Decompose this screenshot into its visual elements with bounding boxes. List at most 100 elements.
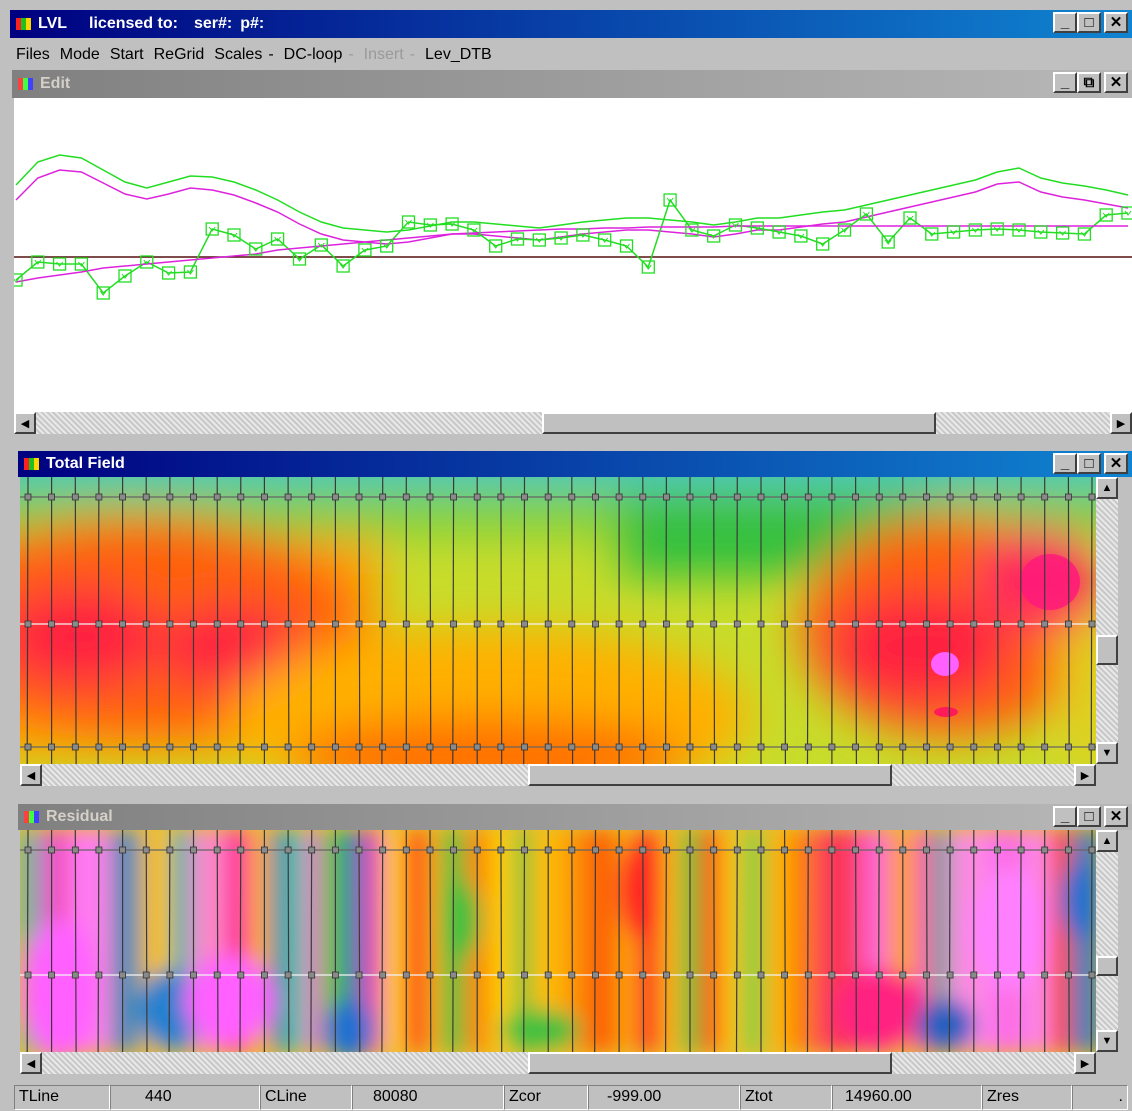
menu-lev-dtb[interactable]: Lev_DTB bbox=[425, 46, 492, 63]
tie-line-node bbox=[970, 493, 978, 501]
tie-line-node bbox=[237, 971, 245, 979]
tie-line-node bbox=[24, 743, 32, 751]
edit-window-title-bar[interactable]: Edit _ ⧉ ✕ bbox=[12, 70, 1132, 98]
p-label: p#: bbox=[240, 15, 265, 32]
tie-line-node bbox=[804, 620, 812, 628]
size-grip[interactable] bbox=[1096, 1052, 1132, 1074]
tie-line-node bbox=[48, 971, 56, 979]
tie-line-node bbox=[497, 971, 505, 979]
tie-line-node bbox=[260, 743, 268, 751]
app-close-button[interactable]: ✕ bbox=[1104, 12, 1128, 33]
data-point-tick bbox=[863, 211, 870, 217]
residual-hscroll-thumb[interactable] bbox=[528, 1052, 892, 1074]
upper-trace-magenta bbox=[15, 169, 1129, 245]
residual-vertical-scrollbar[interactable]: ▲ ▼ bbox=[1096, 830, 1118, 1052]
data-point-marker bbox=[1121, 206, 1132, 220]
total-field-close-button[interactable]: ✕ bbox=[1104, 453, 1128, 474]
residual-grid-map[interactable] bbox=[20, 830, 1096, 1052]
residual-minimize-button[interactable]: _ bbox=[1053, 806, 1077, 827]
tie-line-node bbox=[781, 846, 788, 854]
residual-close-button[interactable]: ✕ bbox=[1104, 806, 1128, 827]
tie-line-node bbox=[686, 846, 694, 854]
scroll-right-arrow-icon[interactable]: ▶ bbox=[1110, 412, 1132, 434]
tie-line-node bbox=[899, 846, 907, 854]
tie-line-node bbox=[710, 743, 718, 751]
tie-line-node bbox=[284, 743, 292, 751]
data-point-marker bbox=[96, 286, 110, 300]
tie-line-node bbox=[166, 620, 174, 628]
data-point-marker bbox=[358, 243, 372, 257]
scroll-left-arrow-icon[interactable]: ◀ bbox=[20, 764, 42, 786]
app-maximize-button[interactable]: □ bbox=[1077, 12, 1101, 33]
scroll-up-arrow-icon[interactable]: ▲ bbox=[1096, 830, 1118, 852]
tie-line-node bbox=[781, 743, 788, 751]
total-field-vscroll-thumb[interactable] bbox=[1096, 635, 1118, 665]
total-field-grid-map[interactable] bbox=[20, 477, 1096, 764]
edit-minimize-button[interactable]: _ bbox=[1053, 72, 1077, 93]
menu-scales[interactable]: Scales bbox=[214, 46, 263, 63]
residual-window-title-bar[interactable]: Residual _ □ ✕ bbox=[18, 804, 1132, 830]
tie-line-node bbox=[71, 493, 79, 501]
tie-line-node bbox=[875, 971, 883, 979]
menu-start[interactable]: Start bbox=[109, 46, 144, 63]
residual-anomaly bbox=[915, 1000, 975, 1050]
data-point-tick bbox=[884, 239, 892, 245]
menu-mode[interactable]: Mode bbox=[59, 46, 100, 63]
data-point-tick bbox=[688, 227, 696, 233]
flight-line bbox=[239, 477, 242, 764]
scroll-down-arrow-icon[interactable]: ▼ bbox=[1096, 742, 1118, 764]
tie-line-node bbox=[757, 493, 765, 501]
residual-vscroll-thumb[interactable] bbox=[1096, 956, 1118, 976]
total-field-horizontal-scrollbar[interactable]: ◀ ▶ bbox=[20, 764, 1096, 786]
tie-line-node bbox=[733, 846, 741, 854]
data-point-tick bbox=[339, 263, 347, 269]
residual-horizontal-scrollbar[interactable]: ◀ ▶ bbox=[20, 1052, 1096, 1074]
data-point-marker bbox=[249, 242, 263, 256]
scroll-left-arrow-icon[interactable]: ◀ bbox=[20, 1052, 42, 1074]
flight-line bbox=[26, 477, 29, 764]
app-minimize-button[interactable]: _ bbox=[1053, 12, 1077, 33]
scroll-up-arrow-icon[interactable]: ▲ bbox=[1096, 477, 1118, 499]
flight-line bbox=[429, 830, 432, 1052]
data-point-marker bbox=[336, 259, 350, 273]
total-field-window-title-bar[interactable]: Total Field _ □ ✕ bbox=[18, 451, 1132, 477]
flight-line bbox=[500, 477, 503, 764]
total-field-vertical-scrollbar[interactable]: ▲ ▼ bbox=[1096, 477, 1118, 764]
scroll-right-arrow-icon[interactable]: ▶ bbox=[1074, 764, 1096, 786]
menu-dc-loop[interactable]: DC-loop bbox=[283, 46, 343, 63]
edit-scroll-thumb[interactable] bbox=[542, 412, 936, 434]
data-point-marker bbox=[750, 221, 764, 235]
total-field-hscroll-thumb[interactable] bbox=[528, 764, 892, 786]
data-point-tick bbox=[34, 259, 42, 265]
size-grip[interactable] bbox=[1096, 764, 1132, 786]
residual-maximize-button[interactable]: □ bbox=[1077, 806, 1101, 827]
total-field-minimize-button[interactable]: _ bbox=[1053, 453, 1077, 474]
data-point-marker bbox=[641, 260, 655, 274]
scroll-left-arrow-icon[interactable]: ◀ bbox=[14, 412, 36, 434]
trend-trace-magenta bbox=[15, 225, 1128, 283]
tie-line-node bbox=[402, 971, 410, 979]
menu-regrid[interactable]: ReGrid bbox=[153, 46, 205, 63]
edit-profile-plot[interactable] bbox=[14, 98, 1132, 412]
tie-line-node bbox=[1088, 620, 1096, 628]
edit-restore-button[interactable]: ⧉ bbox=[1077, 72, 1101, 93]
data-point-marker bbox=[205, 222, 219, 236]
scroll-right-arrow-icon[interactable]: ▶ bbox=[1074, 1052, 1096, 1074]
scroll-down-arrow-icon[interactable]: ▼ bbox=[1096, 1030, 1118, 1052]
tie-line-node bbox=[284, 620, 292, 628]
tie-line-node bbox=[355, 846, 363, 854]
tie-line-node bbox=[544, 493, 552, 501]
tie-line-node bbox=[899, 971, 907, 979]
total-field-maximize-button[interactable]: □ bbox=[1077, 453, 1101, 474]
tie-line-node bbox=[142, 620, 150, 628]
tie-line-node bbox=[213, 493, 221, 501]
tie-line-node bbox=[544, 743, 552, 751]
app-title-bar[interactable]: LVL licensed to: ser#: p#: _ □ ✕ bbox=[10, 10, 1132, 38]
tie-line-node bbox=[733, 743, 741, 751]
edit-horizontal-scrollbar[interactable]: ◀ ▶ bbox=[14, 412, 1132, 434]
menu-files[interactable]: Files bbox=[16, 46, 50, 63]
tie-line-node bbox=[450, 620, 458, 628]
tie-line-node bbox=[213, 743, 221, 751]
flight-line bbox=[783, 477, 787, 764]
edit-close-button[interactable]: ✕ bbox=[1104, 72, 1128, 93]
